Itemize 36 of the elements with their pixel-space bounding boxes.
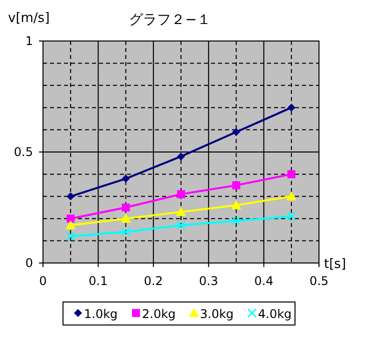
- point: [66, 220, 76, 230]
- title: グラフ２−１: [129, 12, 211, 28]
- legend-label: 1.0kg: [84, 307, 118, 321]
- y-tick-label: 1: [25, 34, 33, 48]
- legend-label: 3.0kg: [200, 307, 234, 321]
- point: [121, 227, 130, 237]
- point: [232, 216, 241, 226]
- point: [176, 206, 186, 216]
- x-tick-label: 0.5: [309, 274, 329, 288]
- y-tick-label: 0.5: [14, 145, 33, 159]
- point: [232, 128, 240, 136]
- point: [287, 170, 296, 178]
- x-tick-label: 0.4: [254, 274, 274, 288]
- point: [286, 212, 296, 222]
- point: [66, 214, 75, 223]
- point: [287, 104, 296, 112]
- point: [122, 204, 130, 212]
- y-tick-label: 0: [25, 256, 33, 270]
- ylabel: v[m/s]: [8, 11, 50, 26]
- point: [122, 174, 130, 183]
- point: [177, 152, 185, 160]
- x-tick-label: 0: [39, 274, 47, 288]
- point: [120, 214, 131, 223]
- point: [232, 181, 240, 190]
- x-tick-label: 0.2: [144, 274, 163, 288]
- point: [66, 192, 75, 200]
- point: [231, 200, 242, 210]
- point: [66, 232, 76, 242]
- point: [177, 190, 185, 198]
- x-tick-label: 0.3: [199, 274, 218, 288]
- legend-label: 4.0kg: [258, 307, 292, 321]
- x-tick-label: 0.1: [88, 274, 108, 288]
- point: [176, 220, 186, 230]
- xlabel: t[s]: [324, 257, 346, 272]
- legend-label: 2.0kg: [142, 307, 176, 321]
- point: [286, 191, 296, 200]
